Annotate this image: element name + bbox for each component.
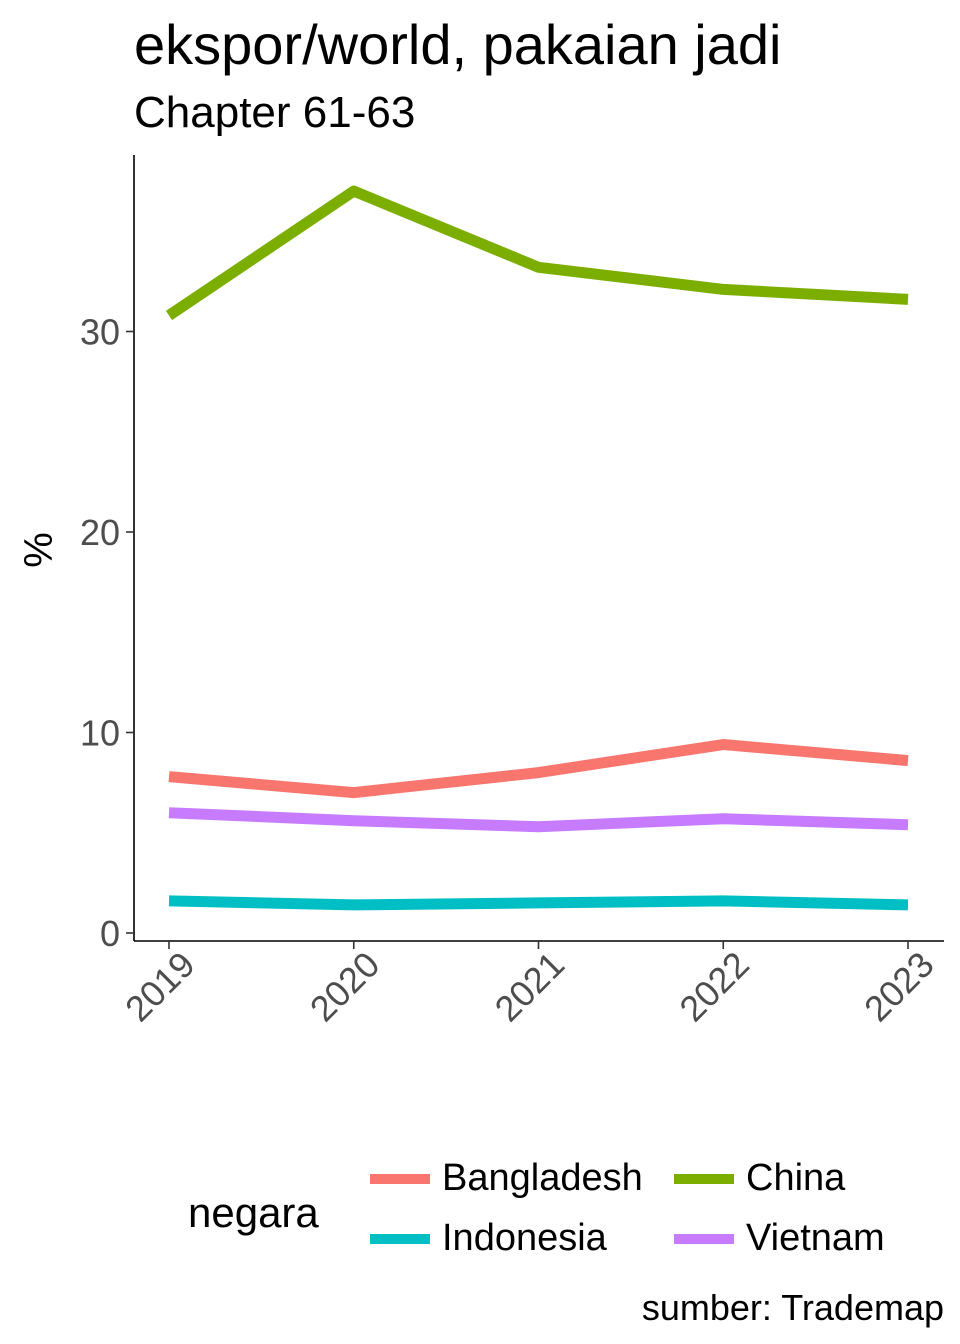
x-tick-label: 2021 <box>487 944 573 1030</box>
legend-label-vietnam: Vietnam <box>746 1217 885 1259</box>
legend-key-bangladesh <box>370 1174 430 1184</box>
line-chart: 0 10 20 30 2019 2020 2021 2022 2023 % <box>17 155 944 1029</box>
chart-subtitle: Chapter 61-63 <box>134 88 416 137</box>
y-tick-label: 20 <box>80 512 120 553</box>
series-line-vietnam <box>168 807 909 833</box>
chart-title: ekspor/world, pakaian jadi <box>134 13 782 76</box>
y-tick-label: 30 <box>80 312 120 353</box>
x-tick-label: 2023 <box>856 944 942 1030</box>
legend-key-vietnam <box>674 1234 734 1244</box>
legend-title: negara <box>188 1189 319 1236</box>
legend-label-bangladesh: Bangladesh <box>442 1157 643 1199</box>
y-tick-label: 0 <box>100 913 120 954</box>
x-tick-label: 2022 <box>671 944 757 1030</box>
legend-label-china: China <box>746 1157 846 1199</box>
series-lines <box>165 185 909 911</box>
legend-key-indonesia <box>370 1234 430 1244</box>
legend-key-china <box>674 1174 734 1184</box>
y-axis-title: % <box>17 532 61 568</box>
y-tick-label: 10 <box>80 713 120 754</box>
chart-caption: sumber: Trademap <box>641 1287 944 1328</box>
legend: negara Bangladesh China Indonesia Vietna… <box>188 1152 948 1272</box>
x-tick-label: 2019 <box>117 944 203 1030</box>
legend-label-indonesia: Indonesia <box>442 1217 607 1259</box>
x-axis-ticks: 2019 2020 2021 2022 2023 <box>117 941 942 1029</box>
series-line-bangladesh <box>168 739 909 799</box>
x-tick-label: 2020 <box>302 944 388 1030</box>
series-line-china <box>165 185 909 321</box>
y-axis-ticks: 0 10 20 30 <box>80 312 134 954</box>
series-line-indonesia <box>168 895 909 911</box>
